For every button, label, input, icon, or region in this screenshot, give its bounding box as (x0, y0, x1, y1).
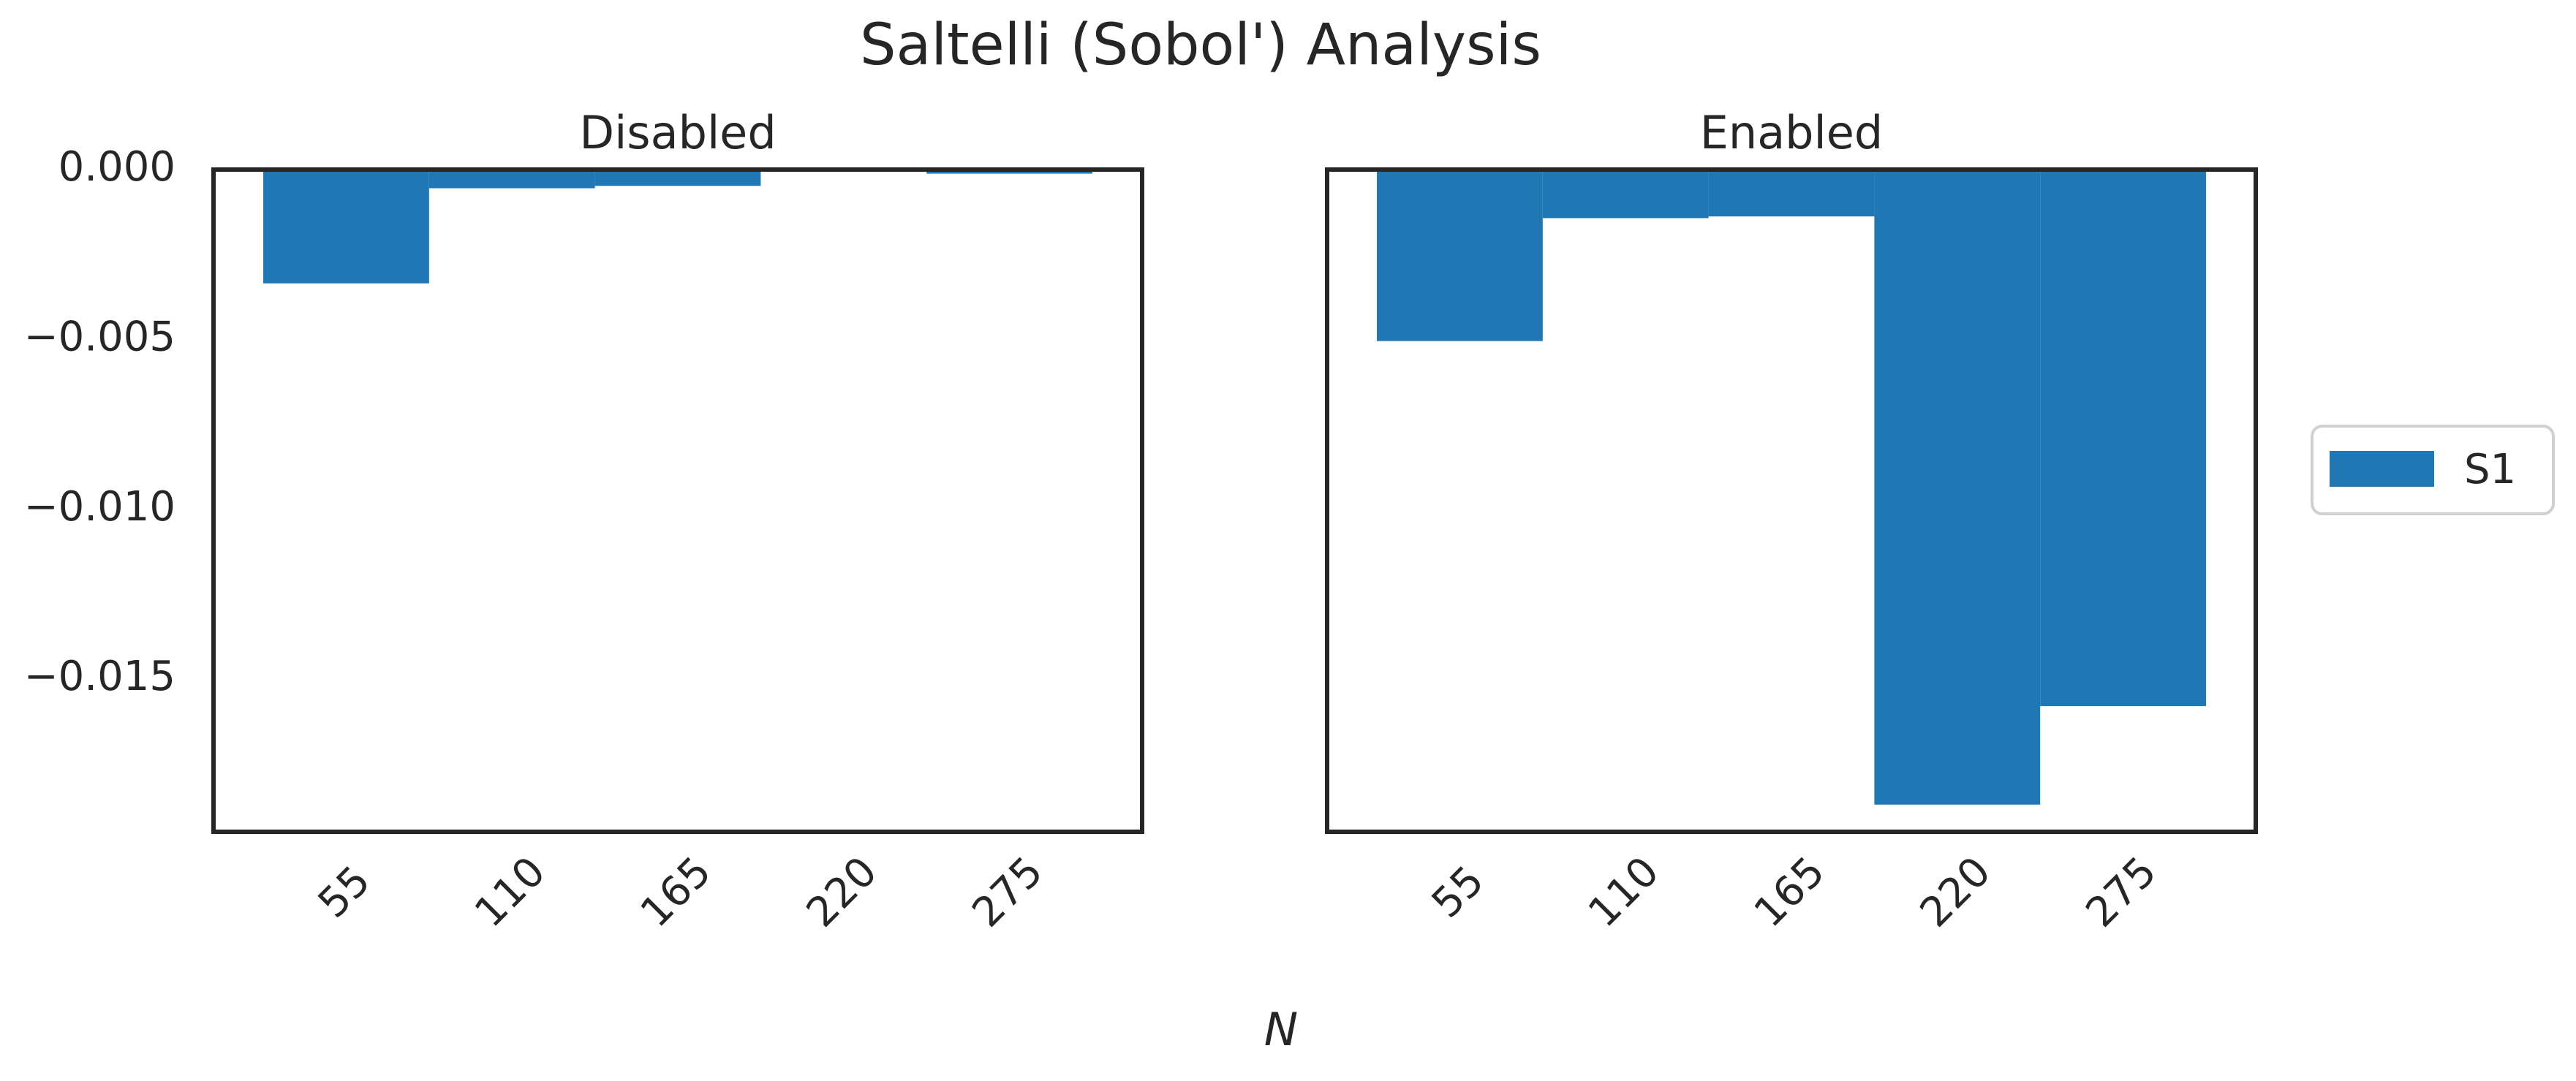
panel-disabled: Disabled 0.000−0.005−0.010−0.015 55 110 16… (24, 106, 1144, 936)
bar-enabled-55 (1377, 170, 1543, 341)
panel-title-disabled: Disabled (579, 106, 776, 159)
bars-enabled (1377, 170, 2206, 805)
bar-disabled-110 (428, 170, 595, 189)
bar-enabled-110 (1542, 170, 1709, 219)
bar-disabled-165 (594, 170, 761, 186)
panel-enabled: Enabled 55 110 165 220 275 (1325, 106, 2258, 936)
legend: S1 (2311, 425, 2555, 515)
legend-label-s1: S1 (2464, 446, 2516, 493)
legend-swatch-s1 (2330, 451, 2434, 487)
axes-frame-disabled (211, 167, 1144, 834)
bar-enabled-220 (1874, 170, 2041, 805)
bar-enabled-165 (1708, 170, 1875, 217)
y-tick-label: 0.000 (58, 143, 175, 191)
chart-title: Saltelli (Sobol') Analysis (860, 12, 1541, 78)
panel-title-enabled: Enabled (1700, 106, 1884, 159)
y-tick-label: −0.015 (24, 653, 175, 700)
axes-frame-enabled (1325, 167, 2258, 834)
y-tick-label: −0.005 (24, 313, 175, 360)
bar-enabled-275 (2040, 170, 2206, 707)
y-axis-ticks-disabled: 0.000 −0.005 −0.010 −0.015 (24, 143, 175, 700)
y-tick-label: −0.010 (24, 483, 175, 531)
x-axis-label: N (1264, 1003, 1298, 1056)
bar-disabled-55 (263, 170, 429, 284)
